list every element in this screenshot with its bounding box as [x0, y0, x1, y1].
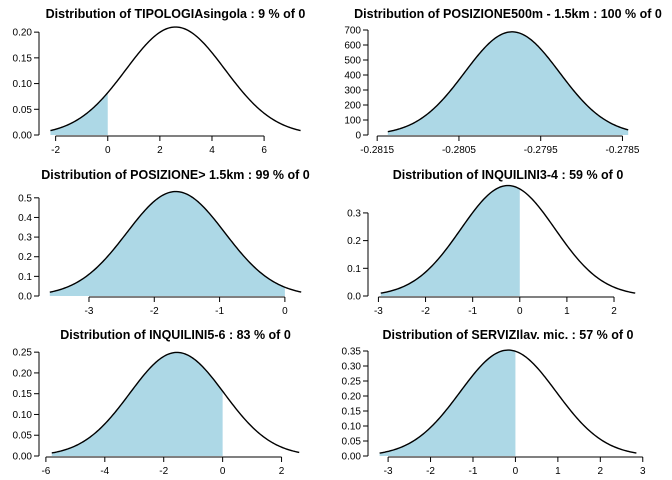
y-tick-label: 0.10 — [342, 422, 362, 433]
x-tick-label: -1 — [215, 306, 224, 317]
x-tick-label: 4 — [209, 145, 215, 156]
x-tick-label: -2 — [421, 306, 430, 317]
y-tick-label: 0.20 — [13, 28, 33, 39]
density-curve — [50, 26, 301, 132]
shaded-area — [49, 191, 285, 296]
x-tick-label: -3 — [384, 466, 393, 477]
y-tick-label: 0.3 — [18, 233, 32, 244]
y-tick-label: 600 — [344, 41, 361, 52]
x-tick-label: -0.2795 — [524, 145, 558, 156]
chart-title: Distribution of SERVIZIlav. mic. : 57 % … — [383, 328, 634, 342]
y-tick-label: 0.00 — [342, 452, 362, 463]
y-tick-label: 0.10 — [13, 79, 33, 90]
y-tick-label: 100 — [344, 116, 361, 127]
chart-panel-1: Distribution of TIPOLOGIAsingola : 9 % o… — [13, 7, 306, 156]
x-tick-label: 1 — [555, 466, 561, 477]
shaded-area — [380, 185, 520, 296]
density-curve — [379, 349, 637, 454]
chart-panel-5: Distribution of INQUILINI5-6 : 83 % of 0… — [13, 328, 300, 477]
x-tick-label: 2 — [598, 466, 604, 477]
chart-title: Distribution of TIPOLOGIAsingola : 9 % o… — [46, 7, 306, 21]
y-tick-label: 0.1 — [18, 272, 32, 283]
x-tick-label: -2 — [51, 145, 60, 156]
y-tick-label: 0.25 — [13, 348, 33, 359]
x-tick-label: -2 — [426, 466, 435, 477]
y-tick-label: 700 — [344, 26, 361, 37]
density-curve — [380, 184, 636, 294]
chart-title: Distribution of INQUILINI5-6 : 83 % of 0 — [60, 328, 291, 342]
y-tick-label: 0.15 — [342, 407, 362, 418]
y-tick-label: 0.2 — [18, 252, 32, 263]
chart-title: Distribution of POSIZIONE500m - 1.5km : … — [354, 7, 662, 21]
chart-panel-6: Distribution of SERVIZIlav. mic. : 57 % … — [342, 328, 646, 477]
x-tick-label: -3 — [374, 306, 383, 317]
shaded-area — [51, 352, 223, 456]
y-tick-label: 0.35 — [342, 347, 362, 358]
y-tick-label: 0.25 — [342, 377, 362, 388]
x-tick-label: -0.2815 — [360, 145, 394, 156]
chart-panel-4: Distribution of INQUILINI3-4 : 59 % of 0… — [347, 168, 636, 317]
y-tick-label: 0.10 — [13, 410, 33, 421]
y-tick-label: 0.5 — [18, 193, 32, 204]
x-tick-label: 0 — [282, 306, 288, 317]
x-tick-label: 1 — [564, 306, 570, 317]
y-tick-label: 500 — [344, 56, 361, 67]
chart-panel-3: Distribution of POSIZIONE> 1.5km : 99 % … — [18, 168, 310, 317]
y-tick-label: 0.20 — [13, 368, 33, 379]
x-tick-label: -6 — [41, 466, 50, 477]
x-tick-label: -1 — [468, 306, 477, 317]
chart-panel-2: Distribution of POSIZIONE500m - 1.5km : … — [344, 7, 662, 156]
y-tick-label: 0.15 — [13, 53, 33, 64]
y-tick-label: 0 — [355, 131, 361, 142]
y-tick-label: 0.15 — [13, 389, 33, 400]
x-tick-label: 3 — [640, 466, 646, 477]
shaded-area — [379, 350, 516, 456]
x-tick-label: 0 — [220, 466, 226, 477]
x-tick-label: -2 — [150, 306, 159, 317]
y-tick-label: 0.0 — [18, 292, 32, 303]
shaded-area — [387, 31, 629, 135]
x-tick-label: 0 — [105, 145, 111, 156]
x-tick-label: -4 — [100, 466, 109, 477]
shaded-area — [50, 92, 108, 135]
y-tick-label: 0.1 — [347, 264, 361, 275]
y-tick-label: 0.0 — [347, 292, 361, 303]
y-tick-label: 0.4 — [18, 213, 32, 224]
y-tick-label: 0.05 — [13, 431, 33, 442]
x-tick-label: -3 — [85, 306, 94, 317]
chart-title: Distribution of POSIZIONE> 1.5km : 99 % … — [41, 168, 309, 182]
x-tick-label: 2 — [611, 306, 617, 317]
y-tick-label: 0.20 — [342, 392, 362, 403]
y-tick-label: 0.05 — [342, 437, 362, 448]
y-tick-label: 400 — [344, 71, 361, 82]
density-curve — [51, 351, 300, 454]
y-tick-label: 0.2 — [347, 236, 361, 247]
y-tick-label: 0.00 — [13, 452, 33, 463]
x-tick-label: -2 — [159, 466, 168, 477]
y-tick-label: 200 — [344, 101, 361, 112]
x-tick-label: 6 — [261, 145, 267, 156]
chart-title: Distribution of INQUILINI3-4 : 59 % of 0 — [393, 168, 624, 182]
y-tick-label: 300 — [344, 86, 361, 97]
x-tick-label: -0.2785 — [606, 145, 640, 156]
x-tick-label: 2 — [279, 466, 285, 477]
y-tick-label: 0.3 — [347, 208, 361, 219]
x-tick-label: 0 — [517, 306, 523, 317]
density-curve — [387, 31, 629, 133]
density-curve — [49, 190, 302, 293]
x-tick-label: -1 — [469, 466, 478, 477]
x-tick-label: 2 — [157, 145, 163, 156]
y-tick-label: 0.05 — [13, 105, 33, 116]
x-tick-label: 0 — [513, 466, 519, 477]
x-tick-label: -0.2805 — [442, 145, 476, 156]
y-tick-label: 0.00 — [13, 131, 33, 142]
y-tick-label: 0.30 — [342, 362, 362, 373]
